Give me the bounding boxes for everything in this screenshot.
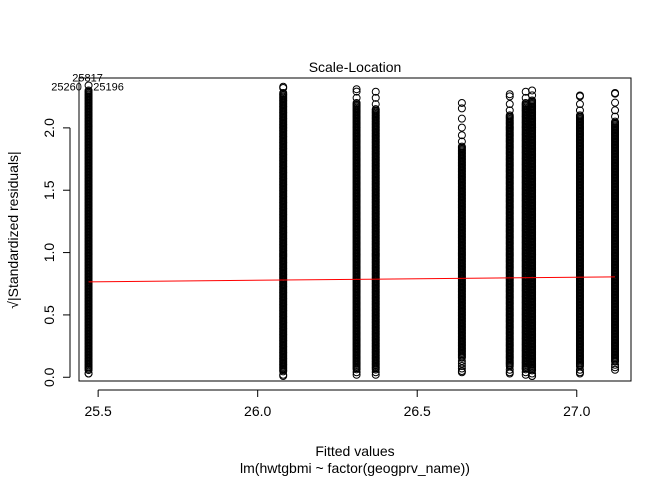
- data-point: [457, 353, 466, 362]
- point-group: [279, 82, 288, 381]
- y-tick-label: 1.5: [41, 180, 57, 200]
- point-group: [371, 87, 380, 379]
- data-point: [84, 369, 93, 378]
- data-point: [371, 368, 380, 377]
- data-point: [575, 365, 584, 374]
- y-axis: 0.0 0.5 1.0 1.5 2.0: [41, 118, 71, 387]
- plot-frame: [78, 77, 632, 382]
- data-point: [371, 100, 380, 109]
- data-point: [352, 365, 361, 374]
- x-tick-label: 26.5: [404, 403, 431, 419]
- data-point: [611, 357, 620, 366]
- data-point: [575, 91, 584, 100]
- point-annotation: 25196: [93, 81, 124, 93]
- data-point: [505, 90, 514, 99]
- data-point: [352, 87, 361, 96]
- data-point: [528, 86, 537, 95]
- x-tick-label: 25.5: [85, 403, 112, 419]
- data-point: [457, 364, 466, 373]
- data-point: [457, 123, 466, 132]
- data-point: [279, 367, 288, 376]
- data-point: [371, 93, 380, 102]
- data-point: [352, 368, 361, 377]
- data-point: [611, 112, 620, 121]
- data-point: [611, 365, 620, 374]
- x-tick-label: 26.0: [244, 403, 271, 419]
- point-group: [84, 81, 93, 378]
- x-axis: 25.5 26.0 26.5 27.0: [85, 389, 591, 419]
- data-point: [352, 370, 361, 379]
- data-point: [457, 368, 466, 377]
- x-axis-sublabel: lm(hwtgbmi ~ factor(geogprv_name)): [240, 460, 470, 476]
- data-point: [457, 98, 466, 107]
- data-point: [575, 106, 584, 115]
- y-tick-label: 1.0: [41, 243, 57, 263]
- point-annotation: 25260: [51, 81, 82, 93]
- data-point: [575, 369, 584, 378]
- point-group: [528, 86, 537, 381]
- point-group: [505, 90, 514, 378]
- data-point: [505, 365, 514, 374]
- data-point: [352, 85, 361, 94]
- y-tick-label: 2.0: [41, 118, 57, 138]
- data-point: [371, 370, 380, 379]
- data-point: [528, 91, 537, 100]
- data-point: [505, 92, 514, 101]
- point-group: [457, 98, 466, 377]
- data-point: [84, 366, 93, 375]
- point-group: [611, 88, 620, 374]
- smoother-line: [88, 276, 616, 283]
- data-point: [457, 362, 466, 371]
- data-point: [528, 369, 537, 378]
- data-point: [457, 104, 466, 113]
- data-point: [505, 100, 514, 109]
- data-point: [457, 114, 466, 123]
- data-point: [457, 137, 466, 146]
- data-point: [505, 106, 514, 115]
- chart-title: Scale-Location: [309, 59, 402, 75]
- data-point: [279, 372, 288, 381]
- data-point: [528, 372, 537, 381]
- data-point: [528, 366, 537, 375]
- data-point: [575, 100, 584, 109]
- data-point: [279, 82, 288, 91]
- data-point: [352, 93, 361, 102]
- x-axis-label: Fitted values: [315, 443, 394, 459]
- data-point: [611, 106, 620, 115]
- data-point: [611, 98, 620, 107]
- data-point: [611, 360, 620, 369]
- data-point: [371, 365, 380, 374]
- data-point: [371, 87, 380, 96]
- data-point: [84, 81, 93, 90]
- y-tick-label: 0.5: [41, 305, 57, 325]
- x-tick-label: 27.0: [563, 403, 590, 419]
- point-group: [575, 91, 584, 378]
- y-tick-label: 0.0: [41, 367, 57, 387]
- data-point: [505, 369, 514, 378]
- data-point: [457, 131, 466, 140]
- smoother-layer: [88, 276, 616, 283]
- y-axis-label: √|Standardized residuals|: [5, 151, 21, 308]
- data-point: [611, 88, 620, 97]
- point-group: [352, 85, 361, 379]
- data-points: [84, 81, 620, 381]
- data-point: [611, 363, 620, 372]
